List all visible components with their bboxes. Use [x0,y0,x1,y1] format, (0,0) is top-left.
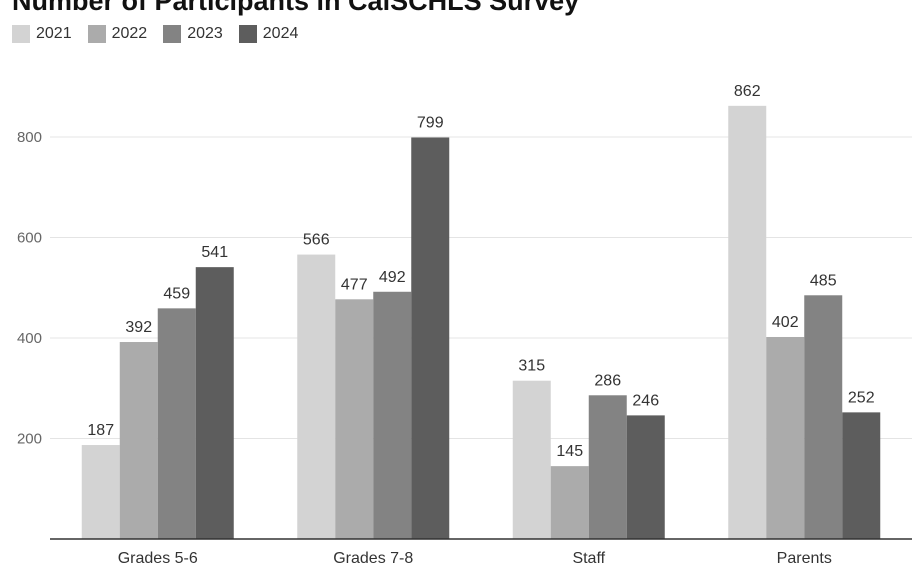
bar-grades-7-8-2023 [373,291,412,539]
y-tick-label-400: 400 [17,330,42,347]
y-tick-label-600: 600 [17,230,42,247]
legend-label: 2021 [36,25,72,42]
legend-swatch [238,25,257,43]
legend-label: 2024 [262,25,299,42]
bar-grades-5-6-2022 [119,342,158,539]
data-label: 477 [341,276,368,293]
legend-label: 2022 [111,25,148,42]
bar-staff-2023 [588,395,627,539]
bar-grades-7-8-2021 [297,254,336,539]
data-label: 862 [734,83,761,100]
bar-parents-2023 [804,295,843,539]
bar-grades-5-6-2021 [81,445,120,539]
bar-grades-5-6-2024 [195,267,234,539]
data-label: 145 [556,443,583,460]
bar-staff-2022 [550,466,589,539]
data-label: 459 [163,285,190,302]
chart-title: Number of Participants in CalSCHLS Surve… [12,0,580,16]
data-label: 799 [417,115,444,132]
legend-swatch [12,25,30,43]
legend-item-2021: 2021 [12,25,72,43]
legend-item-2022: 2022 [87,25,148,43]
bar-grades-7-8-2022 [335,299,374,539]
bar-parents-2021 [728,105,767,539]
legend-label: 2023 [187,25,223,42]
category-label-0: Grades 5-6 [118,550,198,567]
y-tick-label-200: 200 [17,431,42,448]
bar-grades-5-6-2023 [157,308,196,539]
legend-item-2023: 2023 [163,25,223,43]
legend-item-2024: 2024 [238,25,299,43]
data-label: 187 [87,422,114,439]
category-label-1: Grades 7-8 [333,550,413,567]
data-label: 402 [772,314,799,331]
data-label: 252 [848,389,875,406]
data-label: 392 [125,319,152,336]
data-label: 541 [201,244,228,261]
category-label-3: Parents [777,550,832,567]
data-label: 485 [810,272,837,289]
legend: 2021 2022 2023 2024 [12,25,298,43]
legend-swatch [163,25,182,43]
data-label: 246 [632,392,659,409]
data-label: 566 [303,232,330,249]
data-label: 315 [518,358,545,375]
category-label-2: Staff [572,550,605,567]
data-label: 492 [379,269,406,286]
bar-grades-7-8-2024 [411,137,450,539]
bar-parents-2022 [766,336,805,539]
bar-staff-2021 [512,380,551,539]
data-label: 286 [594,372,621,389]
legend-swatch [87,25,106,43]
bar-staff-2024 [626,415,665,539]
bar-parents-2024 [842,412,881,539]
y-tick-label-800: 800 [17,129,42,146]
